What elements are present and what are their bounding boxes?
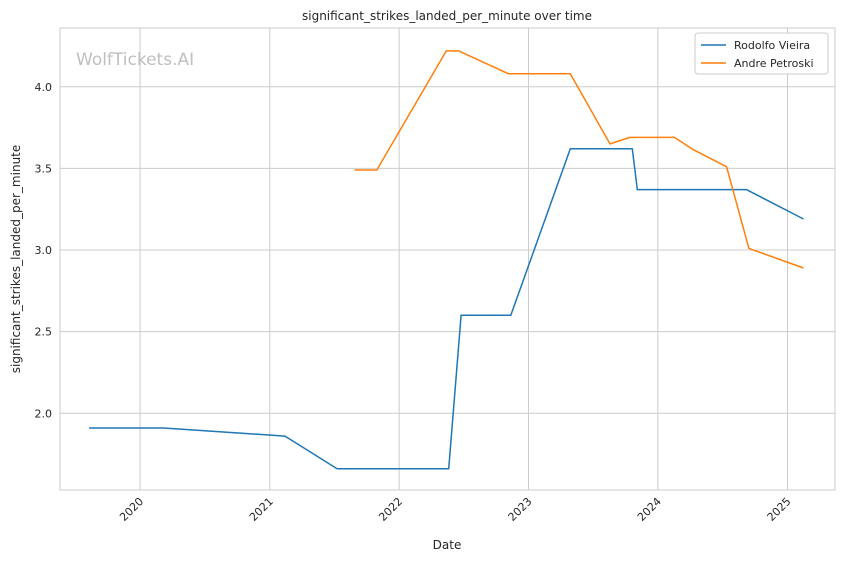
- legend-label-andre-petroski: Andre Petroski: [734, 57, 814, 70]
- legend-label-rodolfo-vieira: Rodolfo Vieira: [734, 39, 810, 52]
- watermark-text: WolfTickets.AI: [76, 50, 194, 70]
- legend-box: [694, 32, 829, 75]
- y-tick-label: 2.5: [35, 326, 53, 339]
- legend: Rodolfo Vieira Andre Petroski: [694, 32, 829, 75]
- y-tick-label: 3.5: [35, 162, 53, 175]
- y-gridlines: [60, 86, 835, 414]
- y-tick-label: 4.0: [35, 81, 53, 94]
- series-lines: [89, 50, 804, 470]
- chart-title: significant_strikes_landed_per_minute ov…: [302, 9, 592, 23]
- y-tick-labels: 2.0 2.5 3.0 3.5 4.0: [35, 81, 53, 421]
- y-tick-label: 2.0: [35, 407, 53, 420]
- series-line-rodolfo-vieira: [89, 148, 804, 470]
- plot-area-frame: [59, 27, 836, 491]
- x-axis-label: Date: [433, 538, 462, 552]
- y-tick-label: 3.0: [35, 244, 53, 257]
- y-axis-label: significant_strikes_landed_per_minute: [9, 145, 23, 374]
- series-line-andre-petroski: [354, 50, 804, 269]
